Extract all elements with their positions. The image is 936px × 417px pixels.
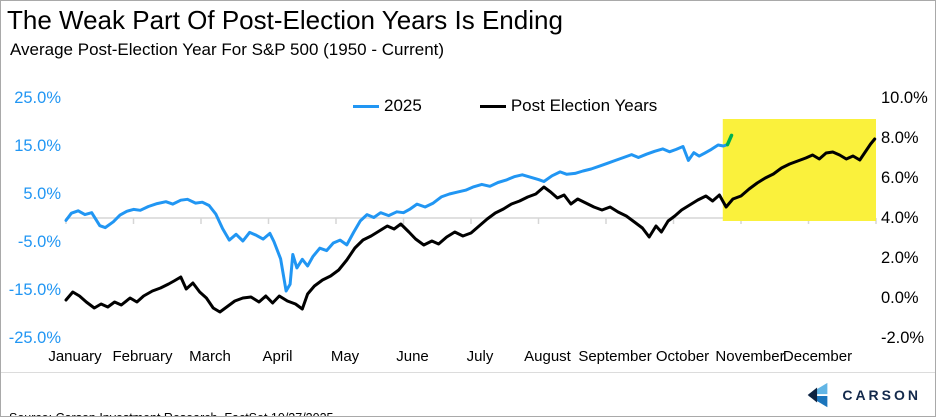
chart-legend: 2025 Post Election Years (353, 96, 657, 116)
page-subtitle: Average Post-Election Year For S&P 500 (… (10, 40, 445, 59)
left-axis-tick-label: 15.0% (14, 137, 61, 155)
x-axis-month-label: February (112, 348, 173, 365)
right-axis-tick-label: 6.0% (881, 169, 919, 187)
x-axis-month-label: January (48, 348, 102, 365)
x-axis-month-label: December (782, 348, 853, 365)
legend-item-post-election-years: Post Election Years (479, 96, 658, 116)
right-axis-tick-label: 0.0% (881, 289, 919, 307)
legend-swatch-icon (353, 104, 379, 108)
footer: Source: Carson Investment Research, Fact… (1, 372, 935, 416)
right-axis-tick-label: 4.0% (881, 209, 919, 227)
highlight-region (722, 119, 876, 221)
left-axis-tick-label: -15.0% (8, 281, 61, 299)
carson-logo-mark-icon (808, 382, 828, 408)
left-axis-tick-label: -5.0% (17, 233, 61, 251)
right-axis-tick-label: 8.0% (881, 129, 919, 147)
footer-source-line: Source: Carson Investment Research, Fact… (9, 410, 935, 416)
carson-logo-text: CARSON (842, 387, 921, 403)
series-post-election-years-line (64, 137, 877, 314)
x-axis-month-label: August (524, 348, 571, 365)
left-axis-tick-label: 25.0% (14, 89, 61, 107)
x-axis-month-label: April (262, 348, 293, 365)
legend-label: 2025 (384, 96, 422, 115)
legend-item-2025: 2025 (353, 96, 422, 116)
x-axis-month-label: March (189, 348, 231, 365)
left-axis-tick-label: -25.0% (8, 329, 61, 347)
carson-logo: CARSON (803, 380, 921, 410)
x-axis-month-label: October (655, 348, 710, 365)
x-axis-month-label: June (396, 348, 429, 365)
series-2025-latest-move-line (725, 133, 734, 147)
right-axis-tick-label: 10.0% (881, 89, 928, 107)
x-axis-month-label: July (466, 348, 494, 365)
series-2025-line (64, 143, 729, 293)
x-axis-month-label: May (330, 348, 360, 365)
left-axis-tick-label: 5.0% (23, 185, 61, 203)
legend-label: Post Election Years (510, 96, 658, 115)
right-axis-tick-label: 2.0% (881, 249, 919, 267)
right-axis-tick-label: -2.0% (881, 329, 925, 347)
x-axis-month-label: September (578, 348, 652, 365)
legend-swatch-icon (479, 104, 506, 108)
page-title: The Weak Part Of Post-Election Years Is … (7, 5, 563, 35)
x-axis-month-label: November (715, 348, 785, 365)
